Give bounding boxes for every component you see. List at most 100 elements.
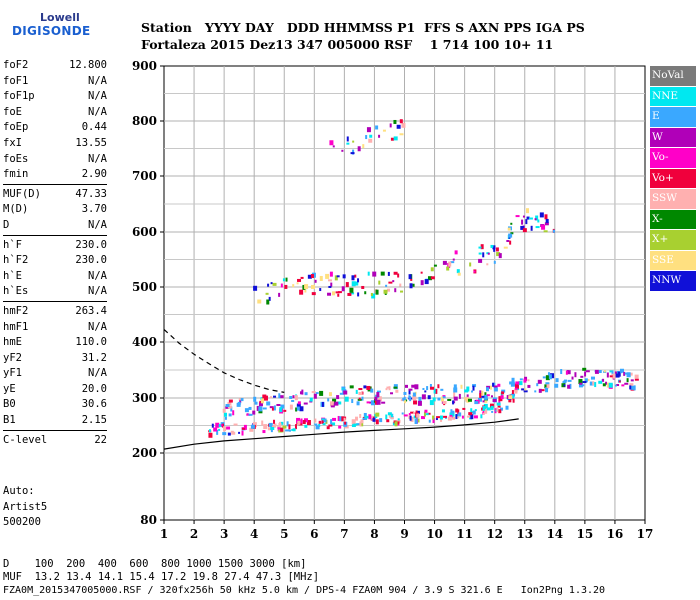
echo-point bbox=[513, 389, 518, 392]
echo-point bbox=[453, 396, 458, 401]
echo-point bbox=[387, 288, 391, 292]
y-tick-label: 200 bbox=[132, 446, 157, 460]
echo-point bbox=[345, 282, 349, 288]
echo-point bbox=[493, 246, 496, 252]
echo-point bbox=[366, 127, 371, 133]
echo-point bbox=[470, 408, 473, 413]
echo-point bbox=[337, 415, 340, 421]
echo-point bbox=[336, 275, 340, 278]
echo-point bbox=[414, 419, 418, 425]
echo-point bbox=[278, 393, 281, 399]
echo-point bbox=[378, 280, 381, 285]
echo-point bbox=[343, 390, 348, 395]
echo-point bbox=[358, 388, 363, 391]
echo-point bbox=[462, 407, 466, 410]
echo-point bbox=[355, 416, 359, 421]
echo-point bbox=[390, 137, 394, 141]
echo-point bbox=[458, 412, 462, 417]
echo-point bbox=[518, 381, 523, 386]
echo-point bbox=[592, 381, 595, 386]
echo-point bbox=[347, 292, 352, 296]
echo-point bbox=[481, 395, 485, 398]
echo-point bbox=[243, 424, 247, 430]
legend-item-sse: SSE bbox=[650, 250, 696, 270]
echo-point bbox=[280, 404, 285, 409]
echo-point bbox=[478, 397, 483, 402]
param-row: fxI 13.55 bbox=[3, 136, 107, 152]
echo-point bbox=[362, 144, 365, 149]
echo-point bbox=[337, 401, 342, 405]
y-tick-label: 400 bbox=[132, 335, 157, 349]
echo-point bbox=[377, 396, 382, 402]
echo-point bbox=[278, 292, 281, 297]
echo-point bbox=[421, 394, 426, 400]
echo-point bbox=[276, 403, 281, 406]
param-name: hmF1 bbox=[3, 320, 29, 333]
echo-point bbox=[452, 410, 455, 414]
echo-point bbox=[365, 416, 369, 419]
x-tick-label: 16 bbox=[607, 527, 624, 541]
echo-point bbox=[257, 299, 262, 304]
param-row: fmin 2.90 bbox=[3, 167, 107, 183]
echo-point bbox=[509, 381, 513, 385]
echo-point bbox=[580, 384, 585, 387]
param-row: hmF2 263.4 bbox=[3, 304, 107, 320]
echo-point bbox=[315, 425, 320, 430]
param-value: 3.70 bbox=[81, 203, 107, 216]
echo-point bbox=[296, 403, 301, 407]
echo-point bbox=[399, 119, 403, 124]
echo-point bbox=[230, 430, 234, 433]
echo-point bbox=[408, 390, 411, 395]
echo-point bbox=[603, 370, 606, 373]
echo-point bbox=[479, 393, 482, 399]
echo-point bbox=[415, 410, 418, 415]
param-separator bbox=[3, 234, 107, 236]
x-tick-label: 8 bbox=[370, 527, 378, 541]
echo-point bbox=[270, 426, 275, 430]
echo-point bbox=[343, 417, 346, 422]
echo-point bbox=[486, 407, 491, 411]
echo-point bbox=[510, 222, 513, 225]
echo-point bbox=[304, 424, 308, 428]
echo-point bbox=[420, 271, 423, 274]
echo-point bbox=[561, 383, 566, 388]
param-name: D bbox=[3, 218, 10, 231]
color-legend: NoVal NNE E W Vo- Vo+ SSW X- X+ SSE NNW bbox=[650, 66, 696, 292]
echo-point bbox=[548, 374, 552, 380]
echo-point bbox=[492, 382, 495, 387]
echo-point bbox=[266, 299, 270, 305]
echo-point bbox=[393, 386, 398, 389]
echo-point bbox=[404, 400, 407, 404]
echo-point bbox=[472, 384, 477, 388]
param-value: N/A bbox=[88, 320, 107, 333]
echo-point bbox=[506, 239, 510, 242]
echo-point bbox=[521, 219, 524, 225]
echo-point bbox=[430, 267, 434, 272]
echo-point bbox=[507, 227, 511, 231]
echo-point bbox=[472, 410, 476, 415]
echo-point bbox=[295, 407, 298, 412]
param-row: h`F 230.0 bbox=[3, 238, 107, 254]
echo-point bbox=[208, 429, 211, 433]
echo-point bbox=[501, 391, 505, 395]
echo-point bbox=[562, 381, 567, 384]
echo-point bbox=[497, 383, 501, 387]
echo-point bbox=[337, 291, 342, 294]
echo-point bbox=[240, 398, 244, 402]
echo-point bbox=[435, 388, 438, 394]
echo-point bbox=[437, 384, 440, 389]
auto-label: Auto: bbox=[3, 485, 35, 497]
x-tick-label: 3 bbox=[220, 527, 228, 541]
echo-point bbox=[222, 432, 227, 436]
echo-point bbox=[408, 395, 411, 399]
echo-point bbox=[375, 289, 379, 295]
param-value: 30.6 bbox=[81, 398, 107, 411]
echo-point bbox=[341, 149, 344, 152]
echo-point bbox=[435, 418, 438, 421]
echo-point bbox=[297, 420, 301, 425]
echo-point bbox=[394, 288, 397, 293]
legend-item-ssw: SSW bbox=[650, 189, 696, 209]
echo-point bbox=[366, 385, 371, 390]
echo-point bbox=[606, 382, 610, 388]
echo-point bbox=[530, 225, 533, 231]
